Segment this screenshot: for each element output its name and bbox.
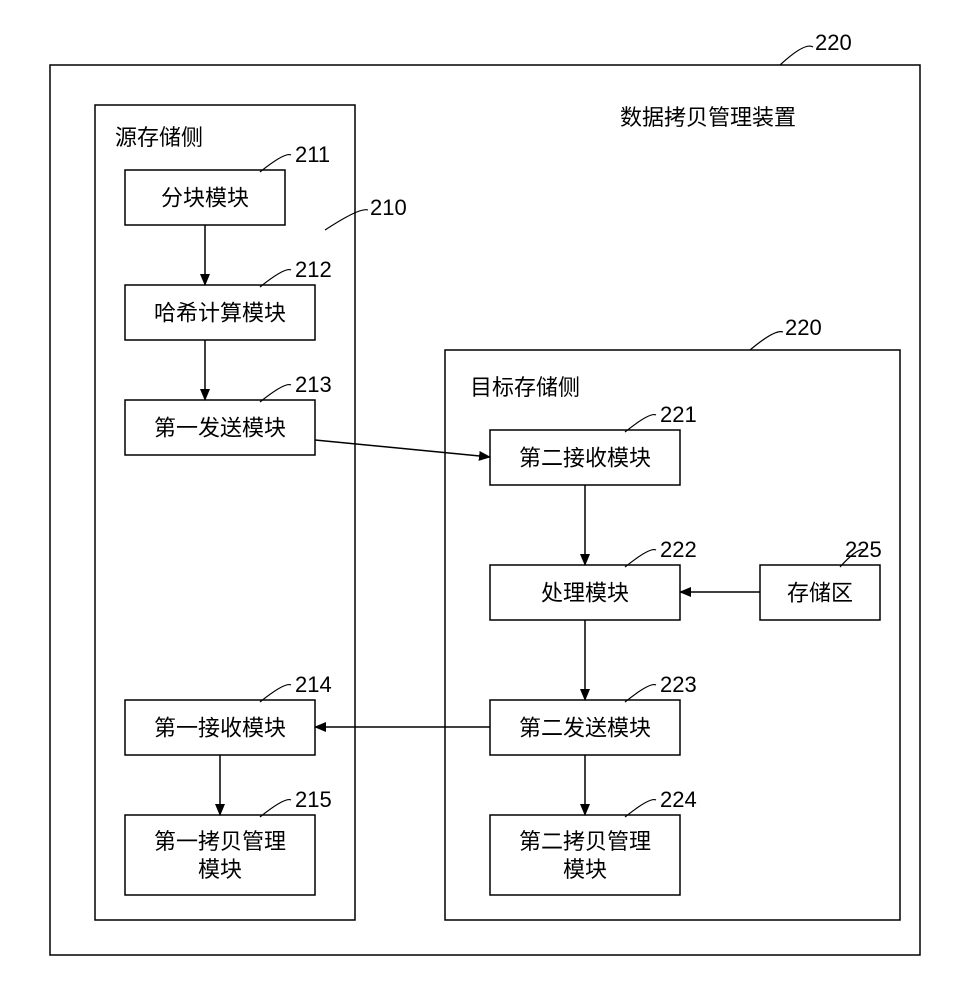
ref-213: 213 [295,372,332,397]
ref-211: 211 [295,142,330,167]
source-label: 源存储侧 [115,125,203,150]
ref-223: 223 [660,672,697,697]
ref-221: 221 [660,402,697,427]
module-text-214: 第一接收模块 [154,715,286,740]
module-text-224-2: 模块 [563,857,607,882]
module-box-224 [490,815,680,895]
target-container [445,350,900,920]
module-text-212: 哈希计算模块 [154,300,286,325]
module-text-224: 第二拷贝管理 [519,829,651,854]
leader-line [750,332,783,350]
module-text-221: 第二接收模块 [519,445,651,470]
ref-212: 212 [295,257,332,282]
arrow-213-221 [315,440,490,457]
diagram-title: 数据拷贝管理装置 [620,105,796,130]
ref-225: 225 [845,537,882,562]
leader-line [325,210,368,230]
target-label: 目标存储侧 [470,375,580,400]
ref-220-outer: 220 [815,30,852,55]
module-text-211: 分块模块 [161,185,249,210]
block-diagram: 分块模块哈希计算模块第一发送模块第一接收模块第一拷贝管理模块第二接收模块处理模块… [0,0,960,1000]
module-text-223: 第二发送模块 [519,715,651,740]
leader-line [780,46,813,65]
module-box-215 [125,815,315,895]
ref-214: 214 [295,672,332,697]
ref-222: 222 [660,537,697,562]
module-text-215: 第一拷贝管理 [154,829,286,854]
ref-210: 210 [370,195,407,220]
module-text-225: 存储区 [787,580,853,605]
module-text-213: 第一发送模块 [154,415,286,440]
ref-220-inner: 220 [785,315,822,340]
ref-224: 224 [660,787,697,812]
module-text-215-2: 模块 [198,857,242,882]
module-text-222: 处理模块 [541,580,629,605]
ref-215: 215 [295,787,332,812]
